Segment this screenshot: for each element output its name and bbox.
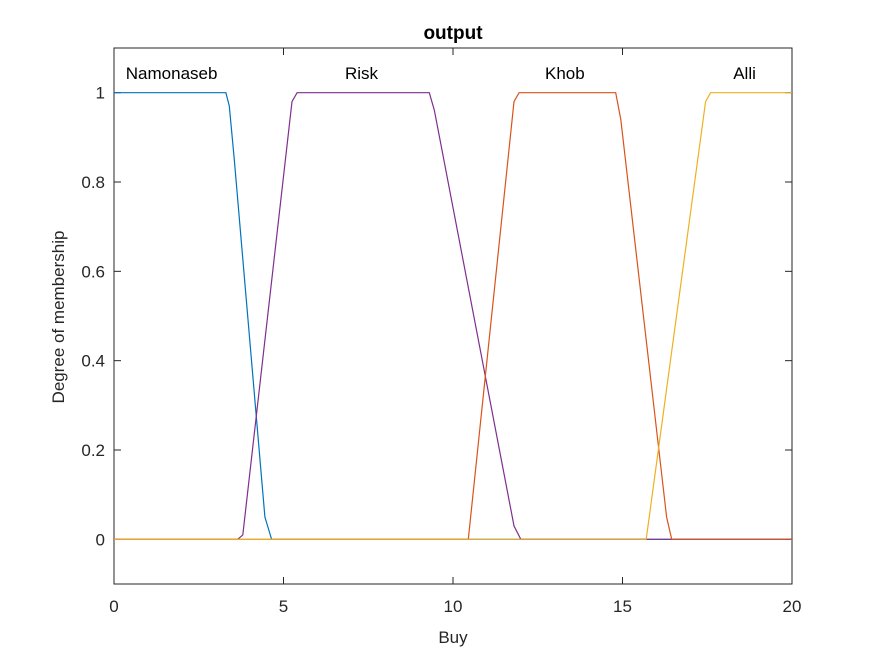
y-tick-label: 0.4 (81, 352, 105, 371)
x-axis-label: Buy (438, 628, 468, 647)
series-label-namonaseb: Namonaseb (126, 64, 218, 83)
x-tick-label: 10 (444, 597, 463, 616)
series-line-namonaseb (114, 92, 792, 540)
series-line-risk (114, 92, 792, 540)
x-tick-label: 20 (783, 597, 802, 616)
plot-area: 0 5 10 15 20 0 0.2 0.4 0.6 0.8 1 Namonaseb Risk Khob A… (81, 47, 802, 616)
y-tick-label: 1 (96, 84, 105, 103)
series-label-alli: Alli (733, 64, 756, 83)
x-tick-label: 5 (279, 597, 288, 616)
x-tick-label: 15 (613, 597, 632, 616)
y-tick-label: 0.6 (81, 262, 105, 281)
series-line-khob (114, 92, 792, 540)
series-label-risk: Risk (345, 64, 379, 83)
axes-box (113, 47, 793, 585)
series-line-alli (114, 92, 792, 540)
y-tick-label: 0.2 (81, 441, 105, 460)
y-tick-label: 0 (96, 530, 105, 549)
y-tick-label: 0.8 (81, 173, 105, 192)
series-label-khob: Khob (545, 64, 585, 83)
y-axis-label: Degree of membership (49, 231, 68, 404)
chart-title: output (423, 23, 483, 44)
x-tick-label: 0 (109, 597, 118, 616)
